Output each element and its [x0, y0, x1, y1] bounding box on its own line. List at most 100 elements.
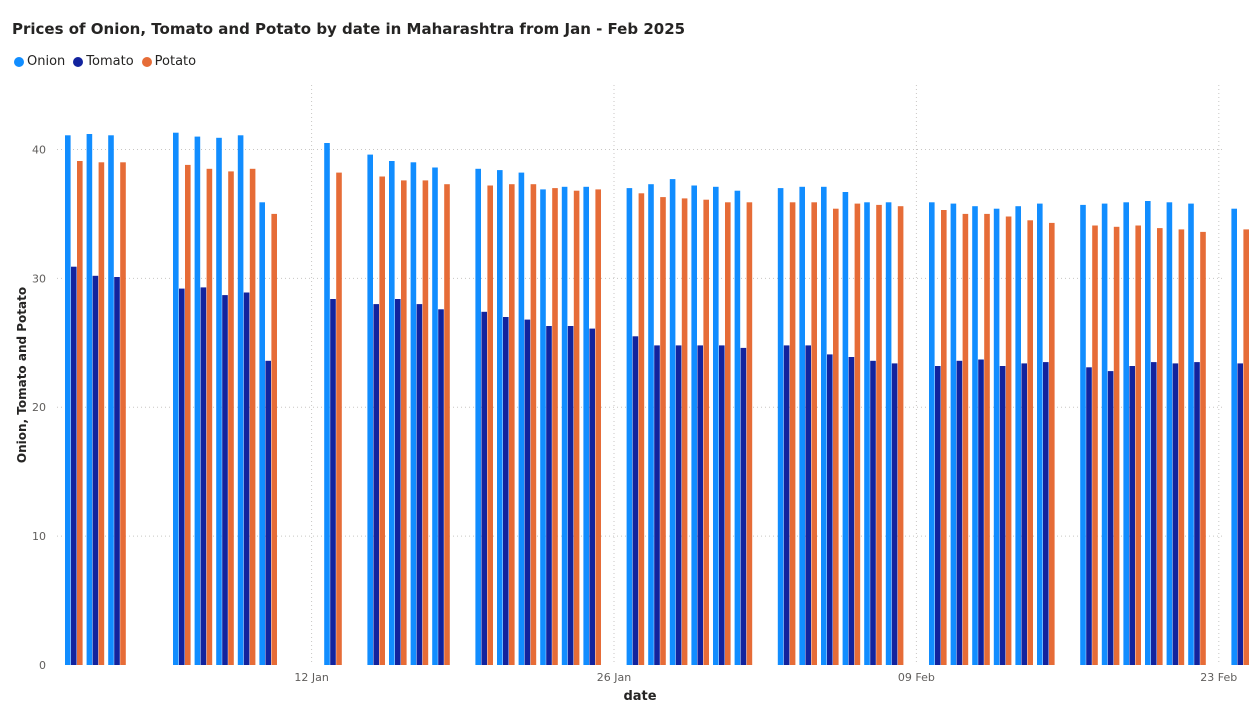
bar-potato	[962, 213, 969, 665]
bar-onion	[410, 162, 417, 666]
bar-onion	[367, 154, 373, 665]
bar-onion	[259, 202, 265, 666]
legend-swatch-onion	[14, 56, 24, 67]
bar-onion	[216, 137, 222, 666]
bar-onion	[1231, 208, 1237, 665]
bar-tomato	[1021, 363, 1027, 665]
bar-tomato	[1043, 362, 1049, 665]
bar-onion	[1123, 202, 1129, 666]
bar-tomato	[265, 360, 271, 665]
bar-potato	[120, 162, 126, 666]
bar-potato	[573, 190, 580, 665]
bar-potato	[833, 208, 839, 665]
bar-tomato	[956, 360, 963, 665]
bar-potato	[271, 213, 277, 665]
bar-potato	[1243, 229, 1249, 665]
legend-item-tomato[interactable]: Tomato	[73, 54, 134, 69]
y-tick-label: 0	[39, 659, 46, 672]
bar-onion	[885, 202, 892, 666]
bar-potato	[789, 202, 796, 666]
bar-tomato	[805, 345, 811, 665]
bar-onion	[108, 135, 114, 666]
bar-tomato	[567, 326, 574, 665]
bar-onion	[669, 179, 676, 665]
bar-tomato	[740, 347, 747, 665]
bar-tomato	[546, 326, 552, 665]
bar-tomato	[1107, 371, 1114, 665]
bar-potato	[249, 168, 256, 666]
bar-potato	[1178, 229, 1185, 665]
bar-onion	[389, 161, 395, 665]
bar-tomato	[1086, 367, 1092, 665]
bar-tomato	[589, 328, 595, 665]
bar-onion	[194, 136, 201, 666]
bar-onion	[1166, 202, 1173, 666]
bar-tomato	[200, 287, 207, 665]
bar-potato	[228, 171, 234, 665]
bar-potato	[876, 204, 882, 665]
bar-onion	[1080, 204, 1086, 665]
legend-item-potato[interactable]: Potato	[141, 54, 196, 69]
x-tick-label: 23 Feb	[1200, 671, 1237, 684]
bar-onion	[518, 172, 525, 665]
bar-potato	[897, 206, 904, 665]
bar-onion	[713, 186, 719, 666]
bar-potato	[1135, 225, 1141, 665]
bar-potato	[444, 184, 450, 665]
bar-tomato	[870, 360, 876, 665]
bar-potato	[703, 199, 709, 665]
bar-tomato	[503, 317, 509, 665]
bar-onion	[86, 134, 93, 665]
bar-tomato	[783, 345, 790, 665]
legend-item-onion[interactable]: Onion	[14, 54, 65, 69]
bar-tomato	[935, 366, 941, 665]
bar-tomato	[416, 304, 423, 665]
bar-potato	[941, 210, 947, 665]
bar-tomato	[697, 345, 703, 665]
bar-onion	[734, 190, 741, 665]
bar-tomato	[524, 319, 531, 665]
bar-onion	[583, 186, 589, 666]
x-tick-label: 12 Jan	[294, 671, 328, 684]
bar-potato	[1049, 222, 1055, 665]
bar-onion	[691, 185, 697, 665]
bar-tomato	[1237, 363, 1243, 665]
bar-onion	[1037, 203, 1043, 665]
bar-onion	[648, 184, 654, 665]
legend-swatch-tomato	[73, 56, 84, 67]
bar-potato	[1157, 228, 1163, 665]
bar-onion	[950, 203, 957, 665]
bar-potato	[854, 203, 861, 665]
bar-potato	[1200, 231, 1206, 665]
bar-tomato	[848, 357, 855, 665]
bar-potato	[401, 180, 407, 665]
bar-potato	[1113, 226, 1120, 666]
bar-potato	[660, 197, 666, 665]
x-tick-label: 09 Feb	[898, 671, 935, 684]
bar-potato	[98, 162, 105, 666]
bar-onion	[1101, 203, 1108, 665]
bar-onion	[626, 188, 633, 665]
bar-tomato	[999, 366, 1006, 665]
bar-potato	[595, 189, 601, 665]
bar-potato	[1092, 225, 1098, 665]
bar-tomato	[827, 354, 833, 665]
x-axis-label: date	[623, 689, 657, 704]
bar-potato	[638, 193, 645, 666]
bar-potato	[552, 188, 558, 665]
bar-potato	[336, 172, 342, 665]
bar-tomato	[243, 292, 250, 665]
bar-onion	[65, 135, 71, 666]
legend-swatch-potato	[141, 56, 152, 67]
bar-onion	[1015, 206, 1021, 665]
y-tick-label: 20	[32, 401, 46, 414]
bar-onion	[1145, 201, 1151, 665]
bar-potato	[1005, 216, 1012, 665]
chart-legend: Onion Tomato Potato	[14, 54, 204, 69]
bar-onion	[1188, 203, 1194, 665]
bar-tomato	[222, 295, 228, 665]
chart-title: Prices of Onion, Tomato and Potato by da…	[12, 20, 686, 38]
bar-tomato	[719, 345, 725, 665]
bar-onion	[864, 202, 870, 666]
